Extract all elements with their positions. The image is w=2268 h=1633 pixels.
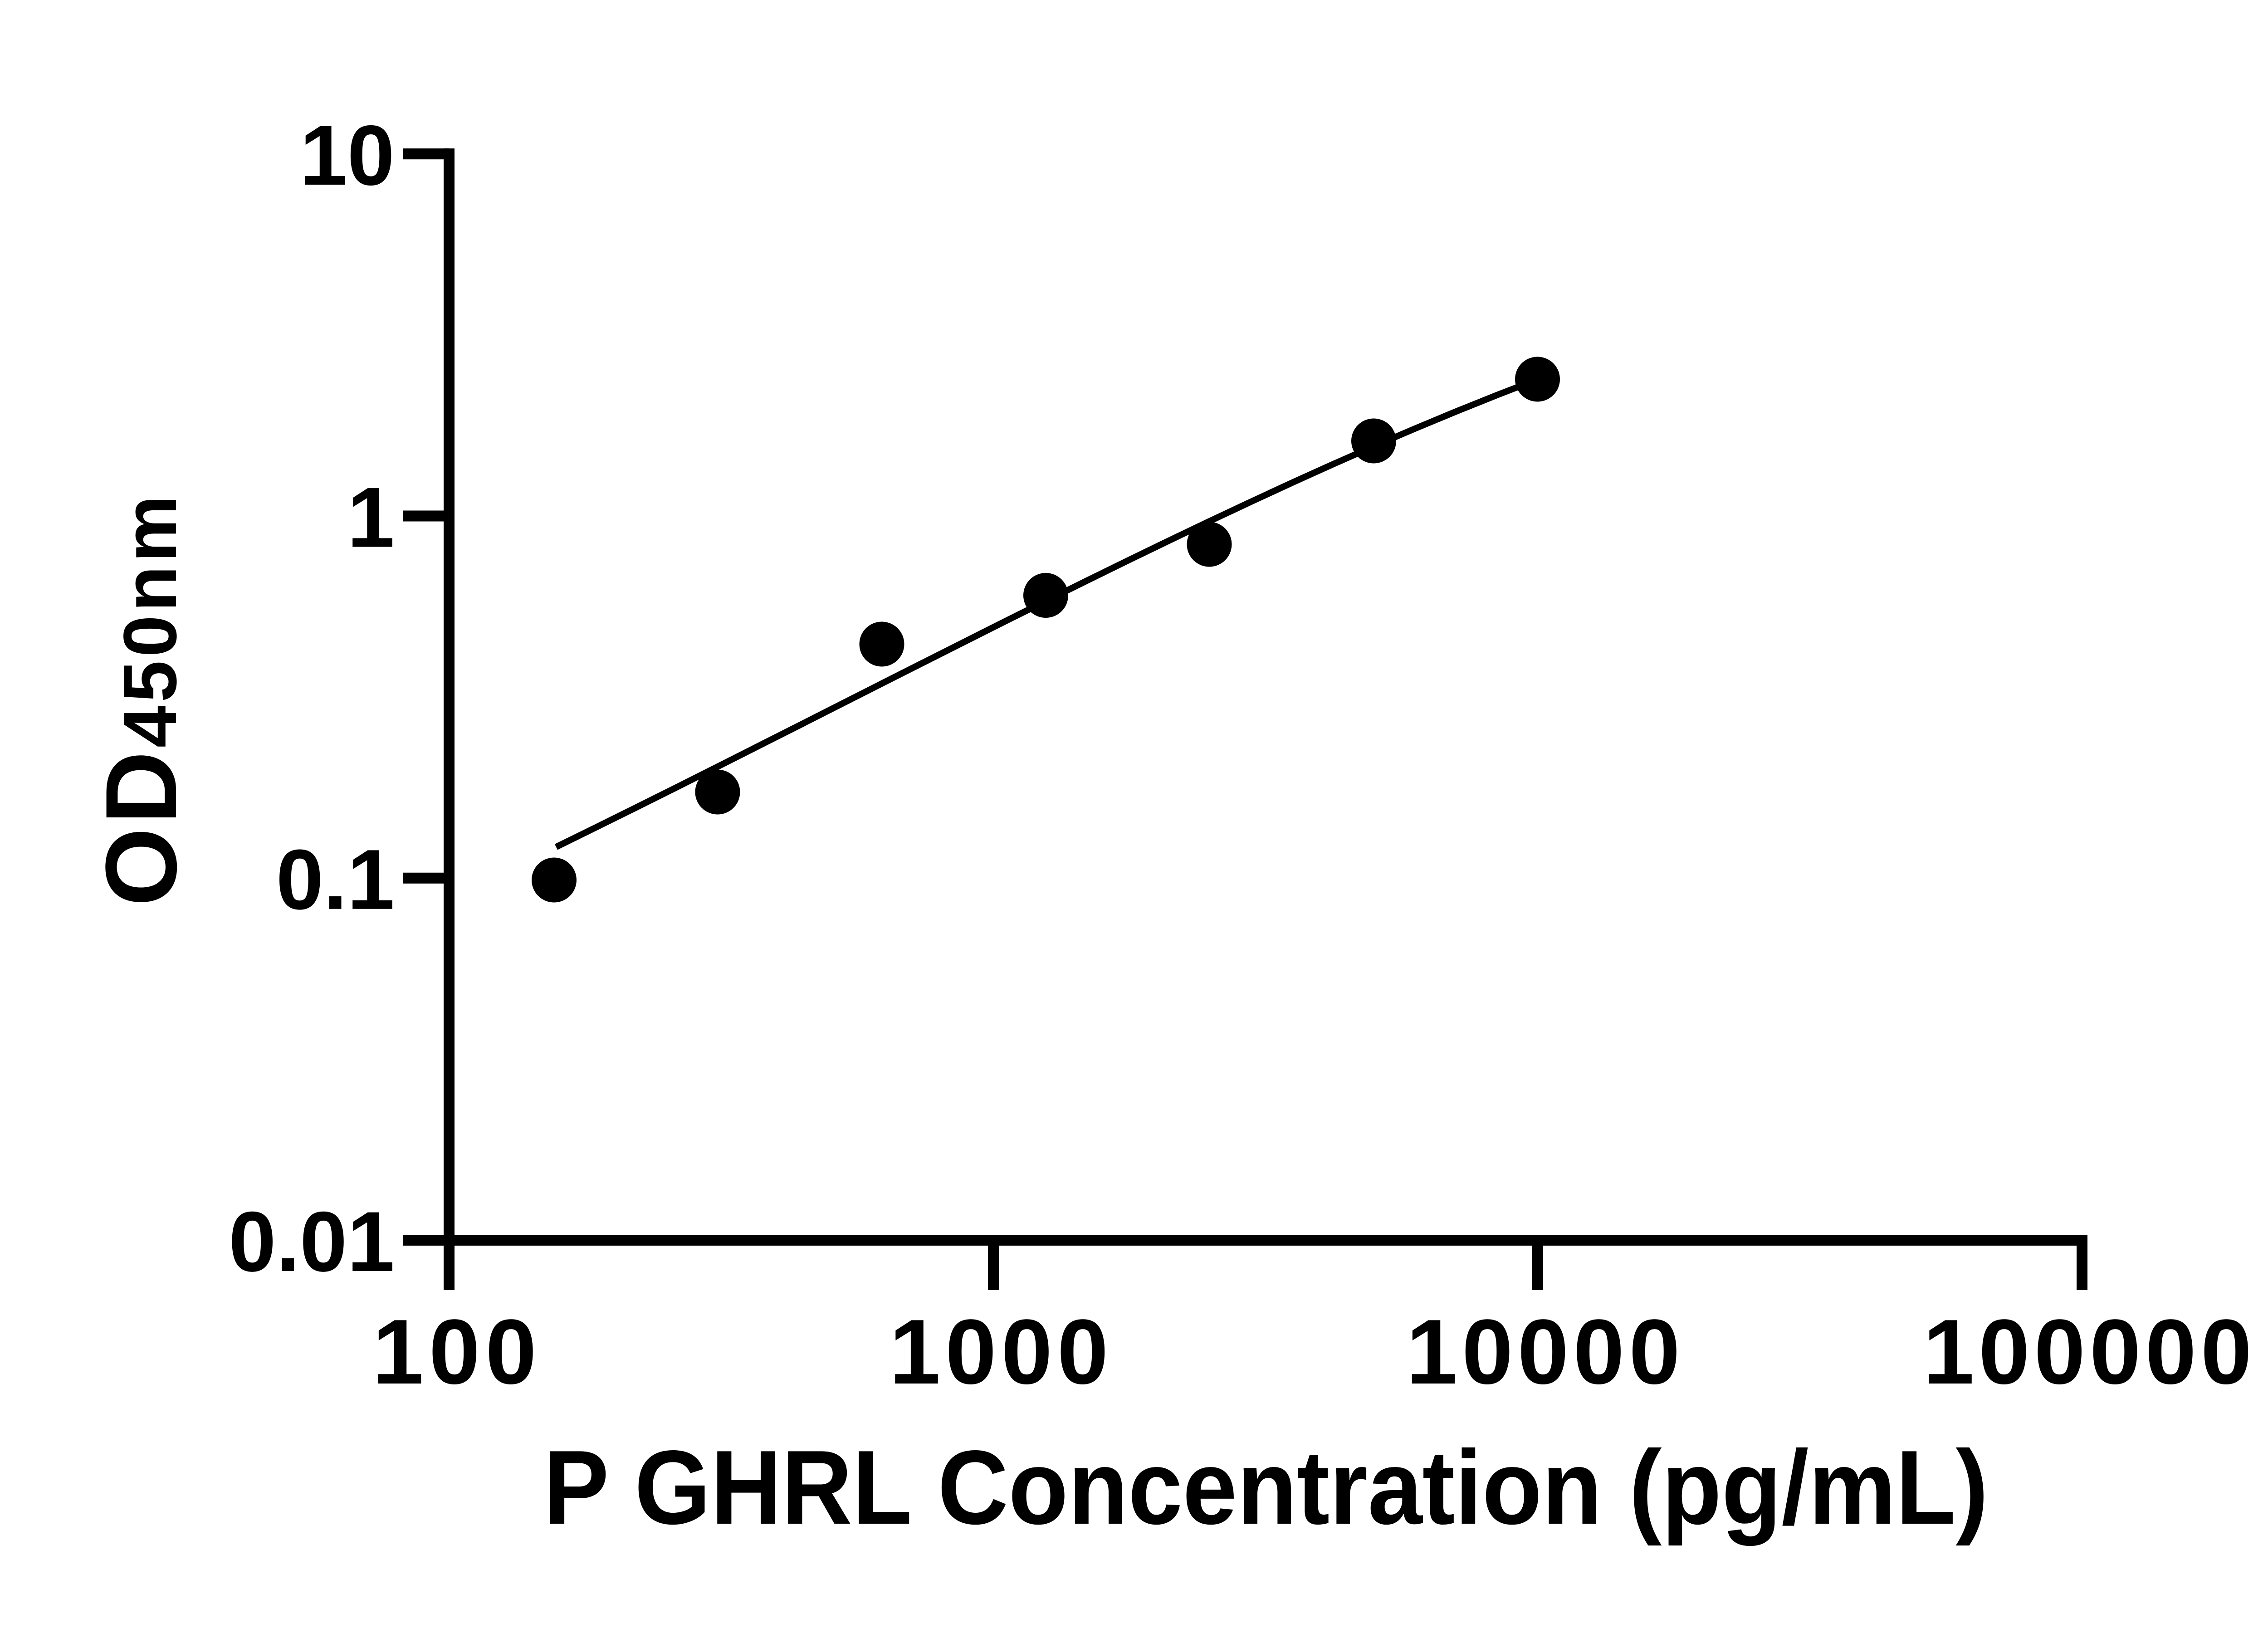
svg-text:P GHRL Concentration (pg/mL): P GHRL Concentration (pg/mL) — [544, 1429, 1989, 1546]
svg-text:10000: 10000 — [1406, 1301, 1680, 1403]
svg-text:0.1: 0.1 — [276, 832, 395, 927]
svg-text:0.01: 0.01 — [229, 1194, 395, 1289]
svg-text:10: 10 — [300, 108, 395, 203]
svg-text:1: 1 — [347, 470, 395, 565]
svg-text:100: 100 — [372, 1301, 537, 1403]
